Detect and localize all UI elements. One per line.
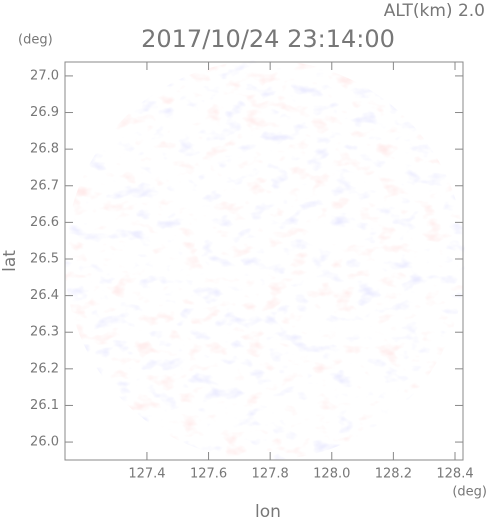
x-tick-label: 127.6	[190, 467, 227, 482]
y-tick-label: 26.9	[30, 105, 59, 120]
y-unit: (deg)	[18, 33, 53, 48]
x-axis-label: lon	[255, 502, 281, 521]
y-tick-label: 26.4	[30, 288, 59, 303]
x-tick-label: 128.0	[313, 467, 350, 482]
y-tick-label: 26.8	[30, 142, 59, 157]
y-tick-label: 27.0	[30, 68, 59, 83]
x-unit: (deg)	[452, 485, 487, 500]
x-tick-label: 128.2	[375, 467, 412, 482]
x-tick-label: 128.4	[436, 467, 473, 482]
y-axis-label: lat	[0, 250, 20, 272]
annotation: ALT(km) 2.0	[384, 1, 485, 21]
radar-field	[65, 60, 465, 460]
x-tick-label: 127.4	[128, 467, 165, 482]
x-tick-label: 127.8	[252, 467, 289, 482]
y-tick-label: 26.1	[30, 398, 59, 413]
chart-title: 2017/10/24 23:14:00	[141, 25, 395, 53]
plot-frame	[64, 61, 464, 461]
y-tick-label: 26.3	[30, 325, 59, 340]
y-tick-label: 26.5	[30, 251, 59, 266]
y-tick-label: 26.2	[30, 361, 59, 376]
y-tick-label: 26.0	[30, 435, 59, 450]
y-tick-label: 26.7	[30, 178, 59, 193]
y-tick-label: 26.6	[30, 215, 59, 230]
